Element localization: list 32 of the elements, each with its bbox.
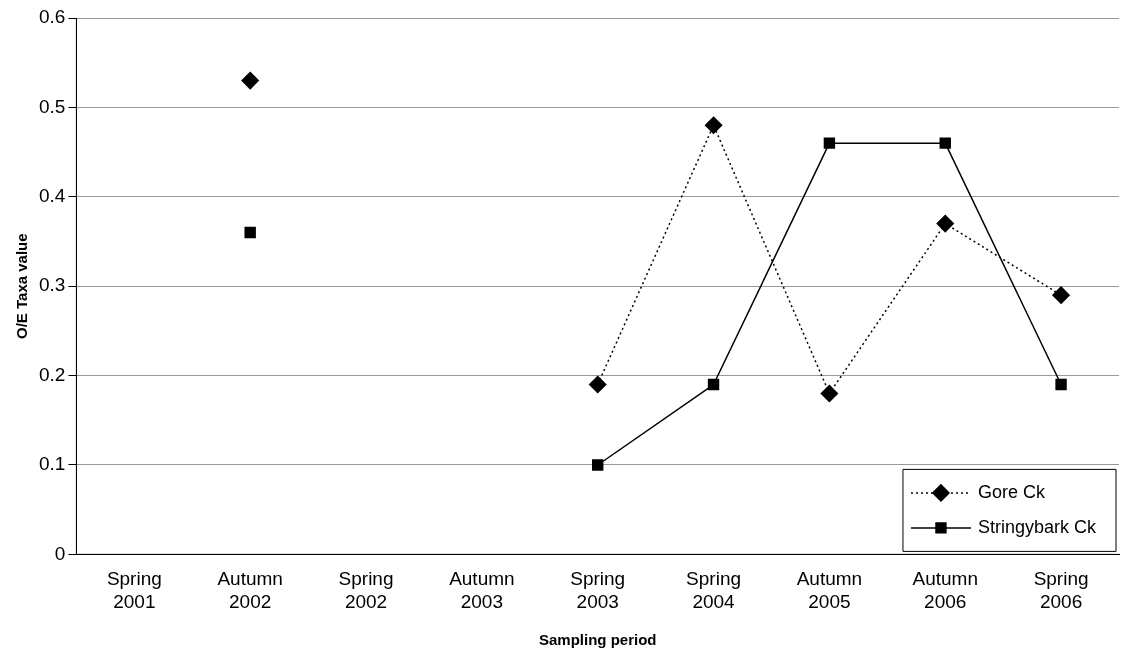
x-tick-label: Spring 2002 [338, 568, 394, 612]
point [704, 116, 723, 135]
legend-label: Gore Ck [977, 481, 1046, 502]
point [1052, 286, 1070, 304]
y-tick-label: 0.5 [38, 95, 66, 117]
legend-label: Stringybark Ck [977, 516, 1097, 537]
point [936, 214, 954, 233]
y-tick-label: 0.2 [38, 363, 66, 385]
y-tick-label: 0.4 [38, 185, 66, 207]
y-axis-title: O/E Taxa value [13, 233, 31, 339]
x-tick-label: Spring 2006 [1033, 568, 1089, 612]
x-tick-label: Autumn 2002 [217, 568, 283, 612]
point [592, 459, 604, 471]
y-tick-label: 0.6 [38, 6, 66, 28]
point [244, 226, 256, 239]
x-axis-title: Sampling period [538, 631, 657, 649]
x-tick-label: Spring 2003 [570, 568, 626, 612]
x-tick-label: Autumn 2005 [796, 568, 863, 612]
x-tick-label: Autumn 2003 [449, 568, 515, 612]
point [820, 384, 839, 403]
point [823, 137, 836, 149]
x-tick-label: Spring 2004 [686, 568, 742, 612]
x-tick-label: Autumn 2006 [912, 568, 978, 612]
point [588, 375, 607, 394]
x-tick-label: Spring 2001 [106, 568, 162, 612]
point [241, 71, 259, 90]
point [707, 378, 720, 391]
point [1055, 378, 1067, 391]
y-tick-label: 0 [54, 542, 66, 564]
y-tick-label: 0.1 [38, 453, 66, 475]
y-tick-label: 0.3 [38, 274, 66, 296]
point [939, 137, 951, 149]
